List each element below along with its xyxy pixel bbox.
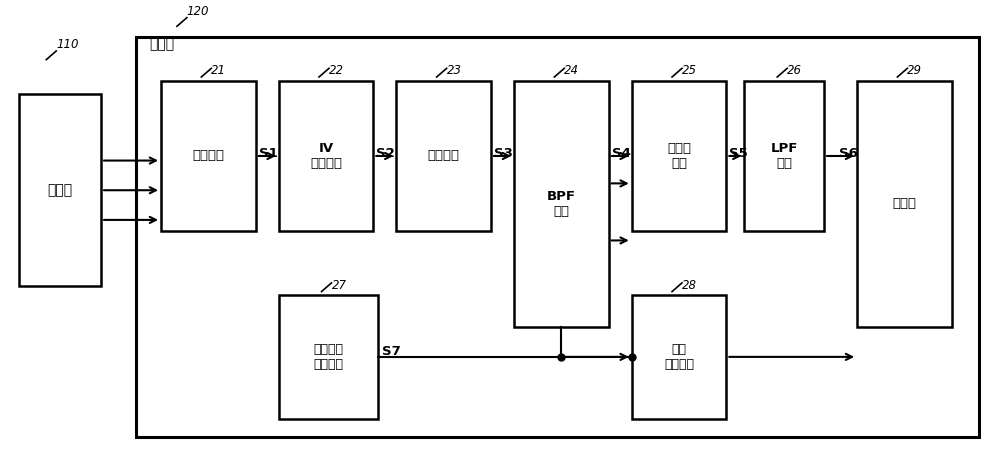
Text: S6: S6 [839, 147, 858, 160]
Text: 29: 29 [907, 64, 922, 77]
Text: 23: 23 [447, 64, 462, 77]
Text: 比较器: 比较器 [892, 197, 916, 210]
Bar [632, 295, 726, 419]
Text: 24: 24 [564, 64, 579, 77]
Text: 27: 27 [331, 278, 346, 292]
Text: 22: 22 [329, 64, 344, 77]
Bar [279, 295, 378, 419]
Text: 26: 26 [787, 64, 802, 77]
Bar [632, 81, 726, 231]
Text: 受光元件: 受光元件 [192, 149, 224, 162]
Text: 绝对値
电路: 绝对値 电路 [667, 142, 691, 170]
Text: S1: S1 [259, 147, 277, 160]
Bar [396, 81, 491, 231]
Bar [136, 37, 979, 437]
Text: 放大电路: 放大电路 [428, 149, 460, 162]
Text: BPF
电路: BPF 电路 [547, 190, 576, 218]
Text: 基准电压
产生电路: 基准电压 产生电路 [313, 343, 343, 371]
Bar [279, 81, 373, 231]
Text: 25: 25 [682, 64, 697, 77]
Text: S4: S4 [612, 147, 631, 160]
Bar [857, 81, 952, 327]
Bar [161, 81, 256, 231]
Text: 投光部: 投光部 [48, 183, 73, 197]
Text: 110: 110 [56, 38, 79, 51]
Text: S3: S3 [494, 147, 513, 160]
Text: 受光部: 受光部 [149, 37, 174, 51]
Text: LPF
电路: LPF 电路 [771, 142, 798, 170]
Bar [514, 81, 609, 327]
Text: 21: 21 [211, 64, 226, 77]
Text: S7: S7 [382, 345, 401, 358]
Text: S5: S5 [729, 147, 748, 160]
Text: 28: 28 [682, 278, 697, 292]
Text: 阈値
设定电路: 阈値 设定电路 [664, 343, 694, 371]
Text: S2: S2 [376, 147, 395, 160]
Text: 120: 120 [187, 5, 209, 18]
Bar [744, 81, 824, 231]
Text: IV
变换电路: IV 变换电路 [310, 142, 342, 170]
Bar [19, 95, 101, 286]
